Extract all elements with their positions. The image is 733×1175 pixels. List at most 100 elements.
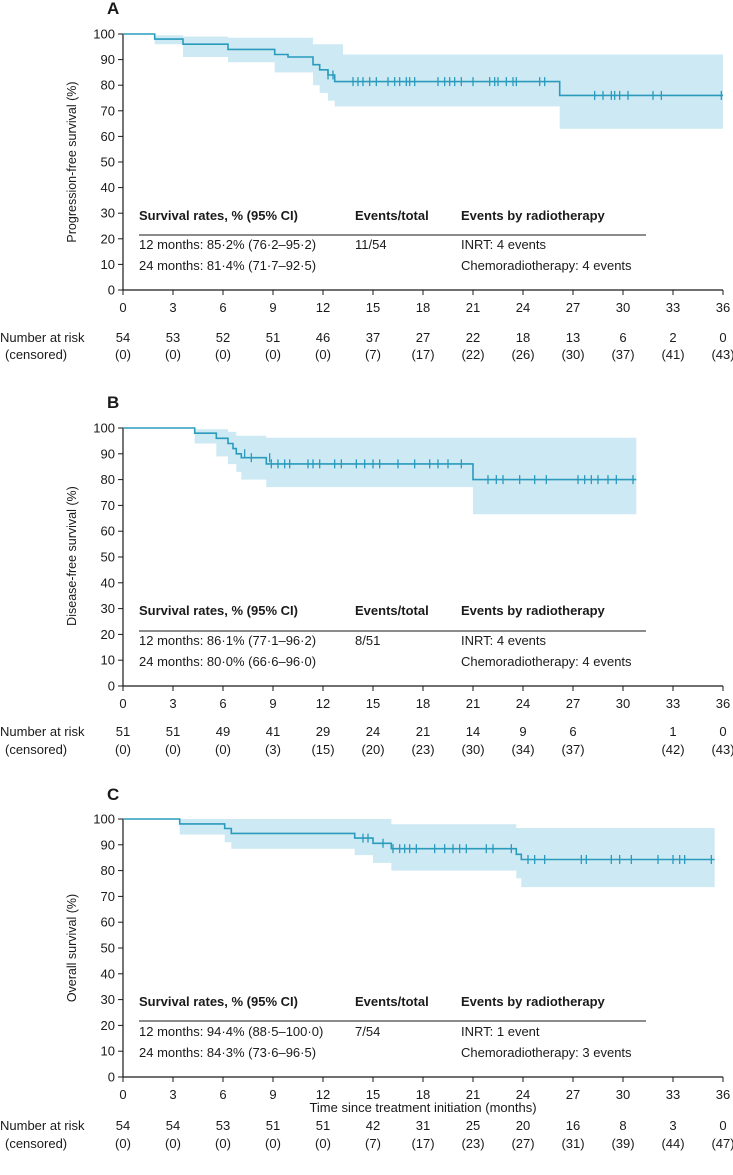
panel-a-y-tick-label: 10: [101, 257, 115, 272]
panel-b-risk-count: 51: [166, 724, 180, 739]
panel-a-y-axis-label: Progression-free survival (%): [65, 81, 79, 242]
panel-c-survival-curve: [123, 818, 715, 861]
panel-c-x-tick-label: 24: [516, 1087, 530, 1102]
panel-a-y-tick-label: 70: [101, 103, 115, 118]
panel-a-risk-count: 18: [516, 330, 530, 345]
panel-c-y-tick-label: 40: [101, 966, 115, 981]
panel-c-risk-censored: (27): [511, 1136, 534, 1151]
panel-b-survival-curve: [123, 427, 637, 481]
panel-c-y-tick-label: 30: [101, 992, 115, 1007]
panel-a-risk-count: 27: [416, 330, 430, 345]
panel-a-x-tick-label: 27: [566, 300, 580, 315]
panel-a-y-tick-label: 20: [101, 231, 115, 246]
panel-c-risk-censored: (0): [115, 1136, 131, 1151]
panel-a-x-tick-label: 21: [466, 300, 480, 315]
panel-c-x-tick-label: 30: [616, 1087, 630, 1102]
panel-c-stats-header-rates: Survival rates, % (95% CI): [139, 994, 298, 1009]
panel-b-x-tick-label: 6: [219, 696, 226, 711]
panel-a-x-tick-label: 3: [169, 300, 176, 315]
panel-c-x-tick-label: 18: [416, 1087, 430, 1102]
panel-c-risk-count: 25: [466, 1118, 480, 1133]
panel-a-letter: A: [107, 0, 119, 18]
panel-a-y-tick-label: 40: [101, 180, 115, 195]
panel-a-stats-chemoradiotherapy: Chemoradiotherapy: 4 events: [461, 258, 632, 273]
panel-b-risk-count: 29: [316, 724, 330, 739]
panel-b-y-tick-label: 10: [101, 653, 115, 668]
panel-b-x-tick-label: 0: [119, 696, 126, 711]
panel-c-y-tick-label: 60: [101, 915, 115, 930]
panel-a-stats-12-months: 12 months: 85·2% (76·2–95·2): [139, 237, 316, 252]
panel-c-x-tick-label: 6: [219, 1087, 226, 1102]
panel-c-risk-count: 31: [416, 1118, 430, 1133]
panel-b-risk-count: 51: [116, 724, 130, 739]
panel-a-risk-count: 13: [566, 330, 580, 345]
panel-a-y-tick-label: 100: [93, 27, 115, 42]
panel-b-risk-count: 49: [216, 724, 230, 739]
panel-c-y-tick-label: 10: [101, 1044, 115, 1059]
panel-c-x-tick-label: 21: [466, 1087, 480, 1102]
panel-b-stats-header-radiotherapy: Events by radiotherapy: [461, 603, 606, 618]
panel-c-y-tick-label: 80: [101, 863, 115, 878]
panel-a-risk-censored: (0): [265, 347, 281, 362]
panel-c-risk-censored: (31): [561, 1136, 584, 1151]
panel-a-risk-label: Number at risk: [0, 330, 85, 345]
panel-c-risk-censored: (0): [315, 1136, 331, 1151]
panel-c-y-tick-label: 90: [101, 837, 115, 852]
panel-b-risk-censored: (15): [311, 742, 334, 757]
panel-b-risk-censored: (0): [215, 742, 231, 757]
panel-c-risk-count: 53: [216, 1118, 230, 1133]
panel-a-risk-censored: (0): [215, 347, 231, 362]
panel-c-stats-12-months: 12 months: 94·4% (88·5–100·0): [139, 1024, 323, 1039]
panel-b-y-axis-label: Disease-free survival (%): [65, 486, 79, 626]
panel-c-stats-events-total: 7/54: [355, 1024, 380, 1039]
panel-c-y-tick-label: 100: [93, 812, 115, 827]
panel-a-risk-count: 37: [366, 330, 380, 345]
panel-c-risk-censored: (47): [711, 1136, 733, 1151]
panel-a-risk-count: 51: [266, 330, 280, 345]
panel-c-risk-count: 0: [719, 1118, 726, 1133]
panel-c-risk-sublabel: (censored): [5, 1136, 67, 1151]
panel-c-risk-label: Number at risk: [0, 1118, 85, 1133]
panel-b-risk-censored: (37): [561, 742, 584, 757]
panel-a-risk-censored: (0): [115, 347, 131, 362]
panel-b-risk-censored: (34): [511, 742, 534, 757]
panel-c-x-tick-label: 0: [119, 1087, 126, 1102]
panel-b-y-tick-label: 60: [101, 524, 115, 539]
panel-a-stats-events-total: 11/54: [355, 237, 387, 252]
panel-a-y-tick-label: 80: [101, 78, 115, 93]
panel-a-y-tick-label: 50: [101, 155, 115, 170]
panel-c-risk-censored: (17): [411, 1136, 434, 1151]
panel-b-x-tick-label: 18: [416, 696, 430, 711]
panel-b-y-tick-label: 30: [101, 601, 115, 616]
panel-a-y-tick-label: 30: [101, 206, 115, 221]
panel-a-y-tick-label: 60: [101, 129, 115, 144]
panel-c-x-tick-label: 3: [169, 1087, 176, 1102]
panel-a-x-tick-label: 12: [316, 300, 330, 315]
panel-c-stats-chemoradiotherapy: Chemoradiotherapy: 3 events: [461, 1045, 632, 1060]
panel-b-risk-censored: (23): [411, 742, 434, 757]
panel-a-stats-inrt: INRT: 4 events: [461, 237, 547, 252]
panel-c-risk-count: 42: [366, 1118, 380, 1133]
panel-a-risk-censored: (0): [315, 347, 331, 362]
panel-a-x-tick-label: 15: [366, 300, 380, 315]
panel-b-risk-count: 9: [519, 724, 526, 739]
panel-a-risk-censored: (30): [561, 347, 584, 362]
panel-a-stats-header-events: Events/total: [355, 208, 429, 223]
panel-b-y-tick-label: 70: [101, 498, 115, 513]
panel-a-risk-count: 0: [719, 330, 726, 345]
panel-b-risk-count: 6: [569, 724, 576, 739]
panel-b-stats-chemoradiotherapy: Chemoradiotherapy: 4 events: [461, 654, 632, 669]
panel-c-ci-band: [123, 819, 715, 888]
panel-b-stats-inrt: INRT: 4 events: [461, 633, 547, 648]
panel-c-risk-censored: (7): [365, 1136, 381, 1151]
panel-b-y-tick-label: 100: [93, 421, 115, 436]
panel-c-risk-censored: (0): [215, 1136, 231, 1151]
panel-c-risk-censored: (0): [165, 1136, 181, 1151]
panel-b-x-tick-label: 33: [666, 696, 680, 711]
panel-c-stats-24-months: 24 months: 84·3% (73·6–96·5): [139, 1045, 316, 1060]
panel-b-risk-censored: (43): [711, 742, 733, 757]
panel-a-x-tick-label: 0: [119, 300, 126, 315]
panel-b-x-tick-label: 3: [169, 696, 176, 711]
panel-c-risk-count: 51: [316, 1118, 330, 1133]
